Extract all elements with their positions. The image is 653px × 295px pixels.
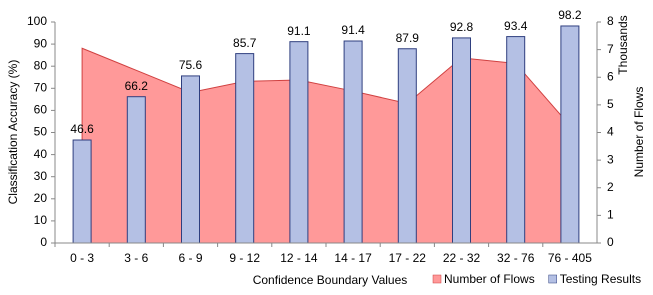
- data-label: 91.1: [287, 24, 311, 38]
- y2-tick-label: 3: [607, 152, 614, 166]
- y-tick-label: 50: [34, 125, 48, 139]
- x-tick-label: 6 - 9: [178, 251, 202, 265]
- data-label: 66.2: [125, 79, 149, 93]
- data-label: 85.7: [233, 36, 257, 50]
- data-label: 91.4: [341, 23, 365, 37]
- x-tick-label: 14 - 17: [334, 251, 372, 265]
- x-tick-label: 12 - 14: [280, 251, 318, 265]
- bar: [452, 37, 471, 244]
- y-tick-label: 60: [34, 103, 48, 117]
- data-label: 98.2: [558, 8, 582, 22]
- legend-swatch: [432, 274, 442, 284]
- data-label: 93.4: [504, 19, 528, 33]
- y-tick-label: 30: [34, 169, 48, 183]
- y2-tick-label: 7: [607, 42, 614, 56]
- area: [81, 47, 571, 244]
- x-tick-label: 17 - 22: [389, 251, 427, 265]
- y-tick-label: 90: [34, 36, 48, 50]
- legend-label: Number of Flows: [444, 272, 535, 286]
- y-tick-label: 20: [34, 191, 48, 205]
- y2-tick-label: 0: [607, 235, 614, 249]
- data-label: 75.6: [179, 58, 203, 72]
- data-label: 87.9: [396, 31, 420, 45]
- y2-tick-label: 8: [607, 14, 614, 28]
- legend-swatch: [548, 274, 557, 284]
- bar: [343, 40, 363, 244]
- y-tick-label: 0: [40, 235, 47, 249]
- x-tick-label: 32 - 76: [497, 251, 535, 265]
- bar: [235, 53, 255, 244]
- bar: [289, 41, 309, 244]
- data-label: 46.6: [70, 122, 94, 136]
- bar: [126, 96, 146, 244]
- bar: [181, 75, 200, 244]
- y-tick-label: 10: [34, 213, 48, 227]
- y2-tick-label: 2: [607, 180, 614, 194]
- y-tick-label: 100: [27, 14, 47, 28]
- bar: [72, 139, 92, 244]
- y2-tick-label: 4: [607, 125, 614, 139]
- y2-tick-label: 1: [607, 208, 614, 222]
- y2-axis-unit: Thousands: [616, 15, 630, 74]
- bar: [560, 25, 580, 244]
- x-tick-label: 22 - 32: [443, 251, 481, 265]
- x-tick-label: 3 - 6: [124, 251, 148, 265]
- y2-tick-label: 5: [607, 97, 614, 111]
- legend-label: Testing Results: [560, 272, 641, 286]
- x-tick-label: 0 - 3: [70, 251, 94, 265]
- bar: [506, 36, 526, 244]
- y2-axis-title: Number of Flows: [632, 87, 646, 178]
- y-tick-label: 40: [34, 147, 48, 161]
- y2-tick-label: 6: [607, 69, 614, 83]
- y-axis-title: Classification Accuracy (%): [6, 60, 20, 205]
- x-tick-label: 76 - 405: [548, 251, 592, 265]
- x-axis-title: Confidence Boundary Values: [253, 273, 408, 287]
- bar: [397, 48, 417, 244]
- y-tick-label: 80: [34, 58, 48, 72]
- y-tick-label: 70: [34, 80, 48, 94]
- x-tick-label: 9 - 12: [229, 251, 260, 265]
- data-label: 92.8: [450, 20, 474, 34]
